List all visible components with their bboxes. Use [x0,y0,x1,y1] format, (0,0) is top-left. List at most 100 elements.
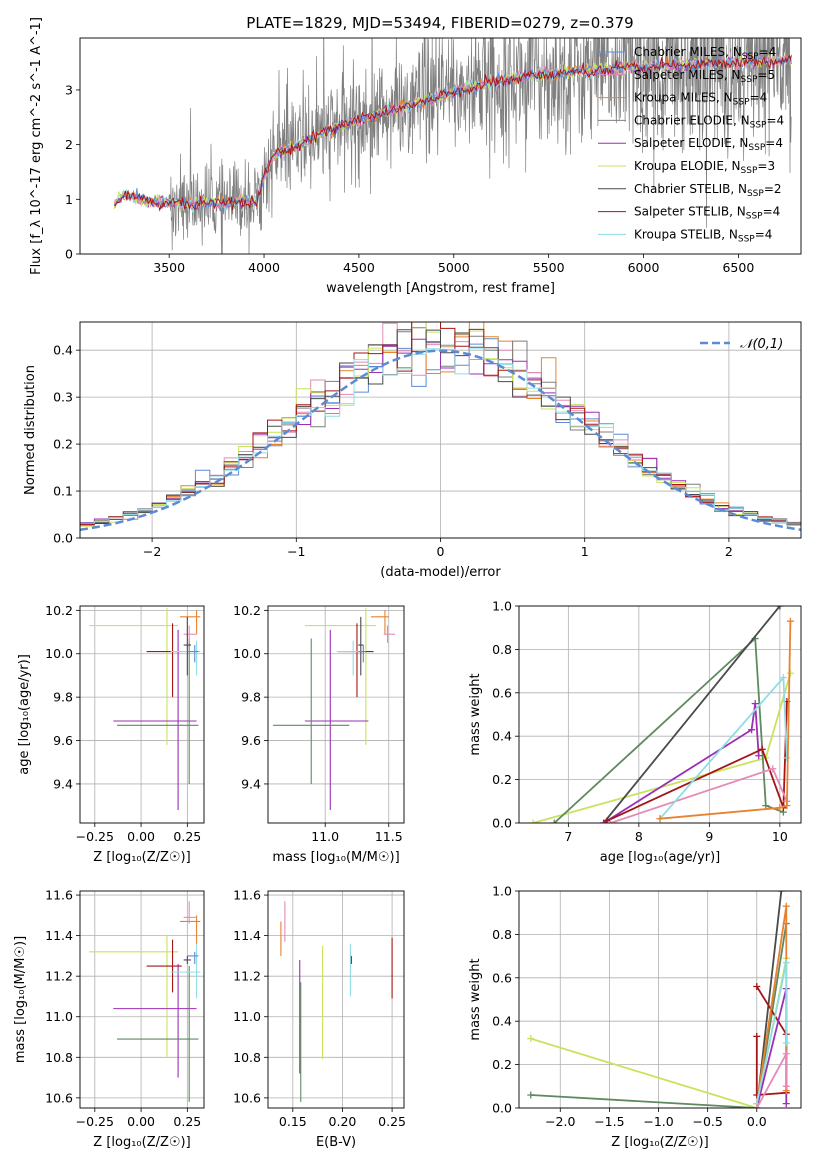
x-axis-label: mass [log₁₀(M/M☉)] [272,850,399,865]
axes-frame [518,605,802,824]
y-tick-label: 9.4 [241,776,261,791]
y-tick-label: 11.0 [45,1009,73,1024]
spectrum-axes: 3500 4000 4500 5000 5500 6000 6500 0 1 2 3 waveleng… [29,17,802,296]
y-tick-label: 0.6 [492,685,512,700]
x-tick-label: 0.0 [747,1114,767,1129]
y-tick-label: 11.0 [233,1009,261,1024]
weight-marker [748,726,756,734]
y-tick-label: 10.6 [233,1090,261,1105]
legend-entry: Chabrier MILES, NSSP=4 [634,45,776,62]
x-tick-label: 11.5 [375,829,403,844]
spectrum-model-line [113,54,792,212]
weight-marker [607,819,615,823]
x-axis-label: E(B-V) [316,1135,356,1150]
weight-series [753,1050,790,1108]
x-tick-label: 4000 [248,260,280,275]
y-axis-label: Normed distribution [23,365,38,495]
x-tick-label: 10 [772,829,788,844]
y-tick-label: 10.2 [45,603,73,618]
errorbar-point [89,935,179,1058]
weight-marker [769,765,777,773]
x-tick-label: 0 [437,544,445,559]
weight-marker [786,669,794,677]
errorbar-point [117,638,199,784]
age-vs-Z-axes: −0.25 0.00 0.25 9.4 9.6 9.8 10.0 10.2 Z [log₁₀(Z… [17,603,205,865]
age-vs-mass-axes: 11.0 11.5 9.4 9.6 9.8 10.0 10.2 mass [log₁₀(M/M… [233,603,405,865]
normal-curve [80,349,801,532]
errorbar-point [117,966,199,1102]
errorbar-point [358,616,364,676]
weight-marker [782,1082,790,1090]
errorbar-point [187,951,199,965]
y-tick-label: 11.4 [45,928,73,943]
weight-marker [753,982,761,990]
legend-entry: Salpeter STELIB, NSSP=4 [634,205,780,222]
figure-title: PLATE=1829, MJD=53494, FIBERID=0279, z=0… [246,14,633,32]
mass-vs-Z-axes: −0.25 0.00 0.25 10.6 10.8 11.0 11.2 11.4 11.6 Z [… [13,888,205,1150]
y-tick-label: 9.4 [53,776,73,791]
y-axis-label: mass weight [468,958,483,1040]
residual-histogram-axes: −2 −1 0 1 2 0.0 0.1 0.2 0.3 0.4 (data-model)/error… [23,321,802,580]
weight-vs-age-axes: 7 8 9 10 0.0 0.2 0.4 0.6 0.8 1.0 age [log₁₀(age/yr… [468,599,802,865]
errorbar-point [358,645,366,663]
errorbar-point [113,964,197,1078]
y-tick-label: 0.2 [492,1057,512,1072]
y-axis-label: mass weight [468,673,483,755]
x-tick-label: 0.25 [173,1114,201,1129]
errorbar-point [183,625,197,643]
y-tick-label: 0.4 [492,1014,512,1029]
y-tick-label: 0.1 [53,484,73,499]
x-tick-label: 0.25 [378,1114,406,1129]
errorbar-point [336,640,360,676]
axes-frame [79,890,205,1109]
weight-marker [529,819,537,823]
y-tick-label: 0.8 [492,642,512,657]
y-tick-label: 0.4 [53,343,73,358]
weight-line [659,621,792,820]
y-tick-label: 0.8 [492,927,512,942]
y-tick-label: 10.0 [233,646,261,661]
y-tick-label: 11.4 [233,928,261,943]
weight-line [603,703,760,823]
y-axis-label: mass [log₁₀(M/M☉)] [13,936,28,1063]
y-tick-label: 0.6 [492,970,512,985]
y-tick-label: 10.2 [233,603,261,618]
errorbar-point [187,645,199,663]
y-tick-label: 1.0 [492,599,512,614]
mass-vs-EBV-axes: 0.15 0.20 0.25 10.6 10.8 11.0 11.2 11.4 11.6 E(B-… [233,888,406,1150]
errorbar-point [304,608,377,745]
errorbar-point [89,608,179,745]
legend-entry: Kroupa ELODIE, NSSP=3 [634,159,775,176]
x-axis-label: Z [log₁₀(Z/Z☉)] [93,1135,190,1150]
spectrum-legend: Chabrier MILES, NSSP=4 Salpeter MILES, NS… [598,45,784,244]
weight-marker [782,1100,790,1108]
weight-marker [753,1032,761,1040]
errorbar-point [304,629,369,810]
axes-frame [267,890,405,1109]
x-tick-label: −2 [143,544,161,559]
y-tick-label: 11.6 [45,888,73,903]
x-tick-label: 5000 [438,260,470,275]
legend-entry: Chabrier ELODIE, NSSP=4 [634,113,784,130]
legend-entry: Chabrier STELIB, NSSP=2 [634,182,782,199]
legend-entry: Kroupa STELIB, NSSP=4 [634,227,772,244]
errorbar-point [183,901,197,924]
x-tick-label: 0.00 [127,1114,155,1129]
errorbar-point [273,638,350,784]
y-tick-label: 0.2 [53,437,73,452]
errorbar-point [370,610,389,635]
weight-marker [786,617,794,625]
x-tick-label: 7 [564,829,572,844]
weight-series [600,700,763,823]
y-tick-label: 9.6 [53,733,73,748]
weight-marker [779,674,787,682]
weight-line [606,701,788,822]
y-tick-label: 11.6 [233,888,261,903]
x-axis-label: age [log₁₀(age/yr)] [600,850,721,865]
y-tick-label: 0.0 [53,531,73,546]
weight-marker [776,804,784,812]
weight-series [656,617,794,823]
x-tick-label: 11.0 [311,829,339,844]
errorbar-point [183,955,192,965]
